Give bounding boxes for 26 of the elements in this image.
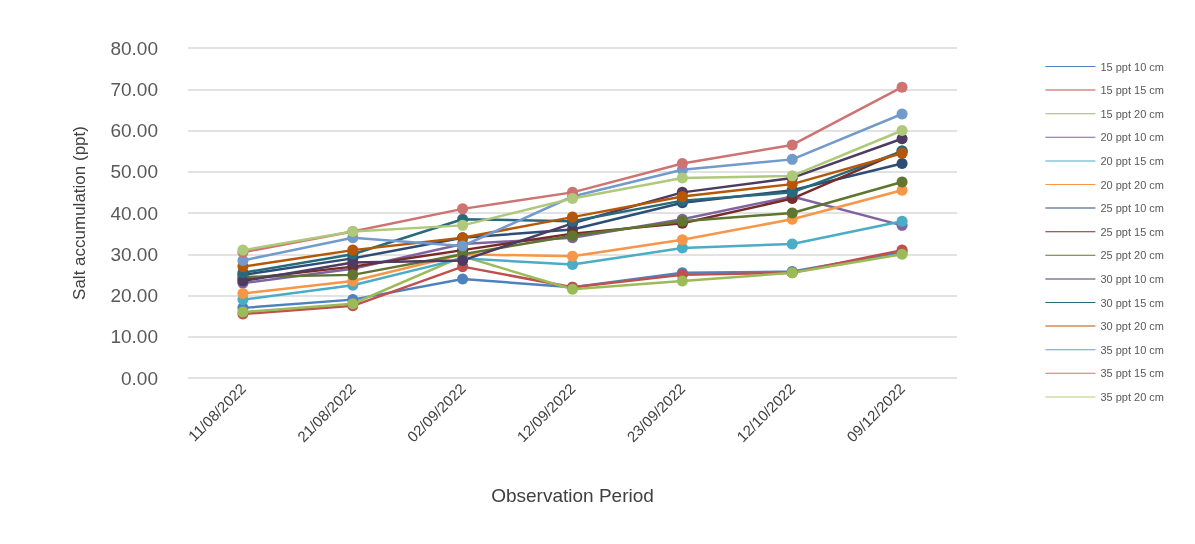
legend-label: 30 ppt 10 cm	[1100, 272, 1164, 285]
legend-label: 15 ppt 10 cm	[1100, 60, 1164, 73]
y-tick-label: 10.00	[110, 326, 158, 348]
legend-label: 35 ppt 20 cm	[1100, 390, 1164, 403]
legend-label: 25 ppt 10 cm	[1100, 202, 1164, 215]
legend-label: 20 ppt 15 cm	[1100, 154, 1164, 167]
y-tick-label: 70.00	[110, 78, 158, 100]
legend-label: 25 ppt 20 cm	[1100, 249, 1164, 262]
legend-label: 20 ppt 10 cm	[1100, 131, 1164, 144]
legend-label: 35 ppt 15 cm	[1100, 367, 1164, 380]
legend-label: 35 ppt 10 cm	[1100, 343, 1164, 356]
y-tick-label: 50.00	[110, 161, 158, 183]
y-tick-label: 80.00	[110, 37, 158, 59]
y-tick-label: 40.00	[110, 202, 158, 224]
y-tick-label: 30.00	[110, 243, 158, 265]
legend-label: 30 ppt 20 cm	[1100, 320, 1164, 333]
y-tick-label: 0.00	[121, 367, 158, 389]
legend-label: 25 ppt 15 cm	[1100, 225, 1164, 238]
legend-label: 15 ppt 15 cm	[1100, 84, 1164, 97]
x-axis-title: Observation Period	[491, 485, 654, 506]
legend-label: 30 ppt 15 cm	[1100, 296, 1164, 309]
legend-label: 20 ppt 20 cm	[1100, 178, 1164, 191]
y-tick-label: 60.00	[110, 120, 158, 141]
y-axis-title: Salt accumulation (ppt)	[70, 126, 89, 300]
legend-label: 15 ppt 20 cm	[1100, 107, 1164, 120]
y-tick-label: 20.00	[110, 285, 158, 306]
